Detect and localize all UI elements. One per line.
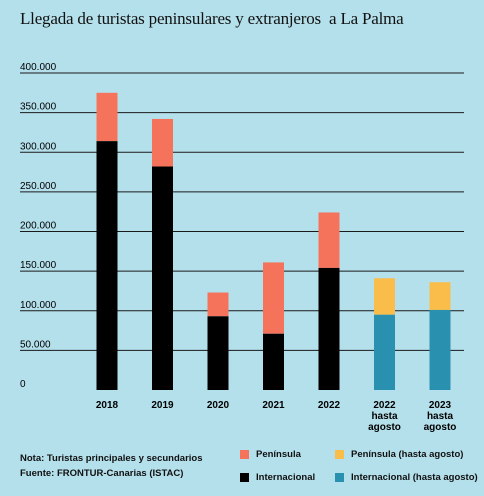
x-tick-label: 2023 hasta agosto bbox=[424, 400, 457, 433]
y-tick-label: 200.000 bbox=[20, 221, 57, 232]
x-tick-label: 2018 bbox=[96, 400, 119, 411]
y-tick-label: 150.000 bbox=[20, 260, 57, 271]
bar-internacional bbox=[152, 166, 173, 390]
bar-peninsula bbox=[96, 92, 118, 142]
bar-internacional bbox=[318, 267, 340, 390]
grid-lines bbox=[20, 72, 464, 351]
legend-swatch-peninsula bbox=[240, 450, 249, 459]
x-tick-label: 2019 bbox=[151, 400, 174, 411]
x-axis-ticks: 2018 2019 2020 2021 2022 2022 hasta agosto 2023 h… bbox=[96, 400, 457, 433]
bar-peninsula bbox=[263, 262, 284, 334]
x-tick-label: 2020 bbox=[207, 400, 230, 411]
legend-swatch-internacional-partial bbox=[335, 473, 344, 482]
y-tick-label: 0 bbox=[20, 379, 26, 390]
note-text: Nota: Turistas principales y secundarios bbox=[20, 453, 203, 464]
bar-internacional bbox=[429, 309, 451, 390]
legend-item-internacional: Internacional bbox=[240, 472, 315, 483]
legend-item-internacional-partial: Internacional (hasta agosto) bbox=[335, 472, 478, 483]
x-tick-label: 2022 hasta agosto bbox=[368, 400, 401, 433]
legend-swatch-peninsula-partial bbox=[335, 450, 344, 459]
y-tick-label: 400.000 bbox=[20, 62, 57, 73]
y-tick-label: 350.000 bbox=[20, 102, 57, 113]
y-axis-ticks: 0 50.000 100.000 150.000 200.000 250.000 300.0… bbox=[20, 62, 57, 390]
legend-label-internacional-partial: Internacional (hasta agosto) bbox=[351, 472, 478, 483]
x-tick-label: 2022 bbox=[318, 400, 341, 411]
x-tick-label: 2021 bbox=[262, 400, 285, 411]
bar-internacional bbox=[263, 333, 284, 390]
bar-internacional bbox=[96, 141, 118, 390]
y-tick-label: 100.000 bbox=[20, 300, 57, 311]
y-tick-label: 300.000 bbox=[20, 141, 57, 152]
legend-label-internacional: Internacional bbox=[256, 472, 316, 483]
bar-peninsula bbox=[207, 292, 229, 317]
y-tick-label: 50.000 bbox=[20, 339, 51, 350]
legend-label-peninsula-partial: Península (hasta agosto) bbox=[351, 449, 464, 460]
bar-internacional bbox=[207, 316, 229, 390]
bar-peninsula bbox=[429, 282, 451, 310]
bar-peninsula bbox=[152, 118, 173, 167]
legend-swatch-internacional bbox=[240, 473, 249, 482]
legend-item-peninsula: Península bbox=[240, 449, 301, 460]
source-text: Fuente: FRONTUR-Canarias (ISTAC) bbox=[20, 468, 184, 479]
bars bbox=[96, 92, 451, 390]
legend-item-peninsula-partial: Península (hasta agosto) bbox=[335, 449, 463, 460]
chart-title: Llegada de turistas peninsulares y extra… bbox=[20, 9, 404, 28]
y-tick-label: 250.000 bbox=[20, 181, 57, 192]
legend-label-peninsula: Península bbox=[256, 449, 301, 460]
bar-internacional bbox=[374, 314, 395, 390]
bar-peninsula bbox=[374, 278, 395, 315]
chart-note: Nota: Turistas principales y secundarios… bbox=[20, 451, 203, 481]
bar-peninsula bbox=[318, 212, 340, 268]
